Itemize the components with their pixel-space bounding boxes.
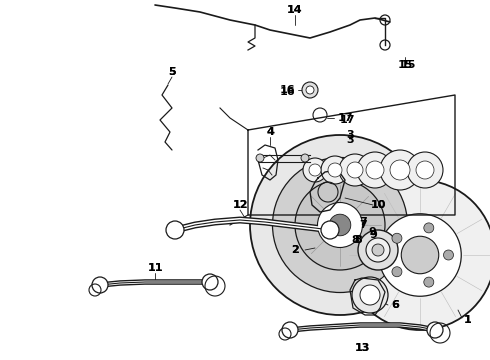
Text: 4: 4 xyxy=(266,127,274,137)
Text: 8: 8 xyxy=(354,235,362,245)
Text: 9: 9 xyxy=(369,230,377,240)
Text: 2: 2 xyxy=(291,245,299,255)
Circle shape xyxy=(360,285,380,305)
Circle shape xyxy=(321,156,349,184)
Circle shape xyxy=(443,250,454,260)
Circle shape xyxy=(424,277,434,287)
Circle shape xyxy=(272,158,408,292)
Circle shape xyxy=(401,236,439,274)
Circle shape xyxy=(345,180,490,330)
Circle shape xyxy=(366,238,390,262)
Circle shape xyxy=(407,152,443,188)
Circle shape xyxy=(416,161,434,179)
Circle shape xyxy=(166,221,184,239)
Circle shape xyxy=(380,150,420,190)
Text: 14: 14 xyxy=(287,5,303,15)
Text: 5: 5 xyxy=(168,67,176,77)
Circle shape xyxy=(379,214,461,296)
Circle shape xyxy=(339,154,371,186)
Circle shape xyxy=(256,154,264,162)
Circle shape xyxy=(302,82,318,98)
Text: 2: 2 xyxy=(291,245,299,255)
Circle shape xyxy=(92,277,108,293)
Text: 1: 1 xyxy=(464,315,472,325)
Text: 14: 14 xyxy=(287,5,303,15)
Text: 4: 4 xyxy=(266,127,274,137)
Circle shape xyxy=(358,230,398,270)
Circle shape xyxy=(306,86,314,94)
Text: 9: 9 xyxy=(368,227,376,237)
Text: 10: 10 xyxy=(370,200,386,210)
Text: 17: 17 xyxy=(340,115,356,125)
Circle shape xyxy=(301,154,309,162)
Text: 11: 11 xyxy=(147,263,163,273)
Circle shape xyxy=(282,322,298,338)
Circle shape xyxy=(303,158,327,182)
Text: 13: 13 xyxy=(354,343,369,353)
Text: 12: 12 xyxy=(232,200,248,210)
Circle shape xyxy=(329,214,351,236)
Text: 16: 16 xyxy=(279,85,295,95)
Text: 15: 15 xyxy=(397,60,413,70)
Circle shape xyxy=(250,135,430,315)
Text: 11: 11 xyxy=(147,263,163,273)
Circle shape xyxy=(427,322,443,338)
Text: 13: 13 xyxy=(354,343,369,353)
Circle shape xyxy=(309,164,321,176)
Text: 10: 10 xyxy=(370,200,386,210)
Text: 5: 5 xyxy=(168,67,176,77)
Circle shape xyxy=(392,267,402,277)
Circle shape xyxy=(357,152,393,188)
Text: 1: 1 xyxy=(464,315,472,325)
Circle shape xyxy=(352,277,388,313)
Text: 3: 3 xyxy=(346,135,354,145)
Circle shape xyxy=(424,223,434,233)
Circle shape xyxy=(390,160,410,180)
Circle shape xyxy=(372,244,384,256)
Text: 12: 12 xyxy=(232,200,248,210)
Text: 6: 6 xyxy=(391,300,399,310)
Text: 7: 7 xyxy=(359,217,367,227)
Circle shape xyxy=(347,162,363,178)
Text: 7: 7 xyxy=(359,220,367,230)
Text: 8: 8 xyxy=(351,235,359,245)
Circle shape xyxy=(328,163,342,177)
Circle shape xyxy=(392,233,402,243)
Circle shape xyxy=(318,202,363,248)
Circle shape xyxy=(321,221,339,239)
Text: 15: 15 xyxy=(400,60,416,70)
Text: 17: 17 xyxy=(338,113,353,123)
Circle shape xyxy=(366,161,384,179)
Text: 6: 6 xyxy=(391,300,399,310)
Circle shape xyxy=(202,274,218,290)
Circle shape xyxy=(295,180,385,270)
Text: 16: 16 xyxy=(279,87,295,97)
Text: 3: 3 xyxy=(346,130,354,140)
